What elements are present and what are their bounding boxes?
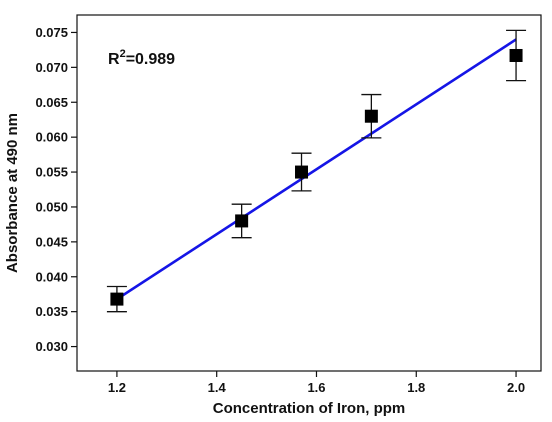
data-point-marker (509, 48, 523, 62)
y-tick-label: 0.075 (35, 25, 68, 40)
data-point-marker (364, 109, 378, 123)
y-tick-label: 0.040 (35, 269, 68, 284)
r-squared-annotation: R2=0.989 (108, 48, 175, 68)
y-tick-label: 0.055 (35, 165, 68, 180)
y-axis: 0.030 0.035 0.040 0.045 0.050 0.055 0.060 0.065… (35, 25, 77, 354)
data-points (106, 29, 527, 313)
r-squared-base: R (108, 51, 120, 68)
data-point-marker (295, 165, 309, 179)
y-tick-label: 0.030 (35, 339, 68, 354)
regression-line (116, 38, 517, 301)
plot-frame (76, 14, 542, 372)
r-squared-superscript: 2 (120, 48, 126, 60)
x-tick-label: 2.0 (507, 380, 525, 395)
y-axis-title: Absorbance at 490 nm (4, 113, 21, 273)
r-squared-value: =0.989 (126, 51, 175, 68)
data-point-marker (110, 292, 124, 306)
y-tick-label: 0.035 (35, 304, 68, 319)
y-tick-label: 0.065 (35, 95, 68, 110)
x-axis-title: Concentration of Iron, ppm (213, 400, 406, 417)
data-point-marker (235, 214, 249, 228)
x-axis: 1.2 1.4 1.6 1.8 2.0 (108, 371, 525, 395)
y-tick-label: 0.070 (35, 60, 68, 75)
regression-line-group (116, 38, 517, 301)
y-tick-label: 0.060 (35, 130, 68, 145)
x-tick-label: 1.8 (407, 380, 425, 395)
x-tick-label: 1.6 (307, 380, 325, 395)
x-tick-label: 1.2 (108, 380, 126, 395)
x-tick-label: 1.4 (208, 380, 227, 395)
y-tick-label: 0.050 (35, 199, 68, 214)
y-tick-label: 0.045 (35, 234, 68, 249)
